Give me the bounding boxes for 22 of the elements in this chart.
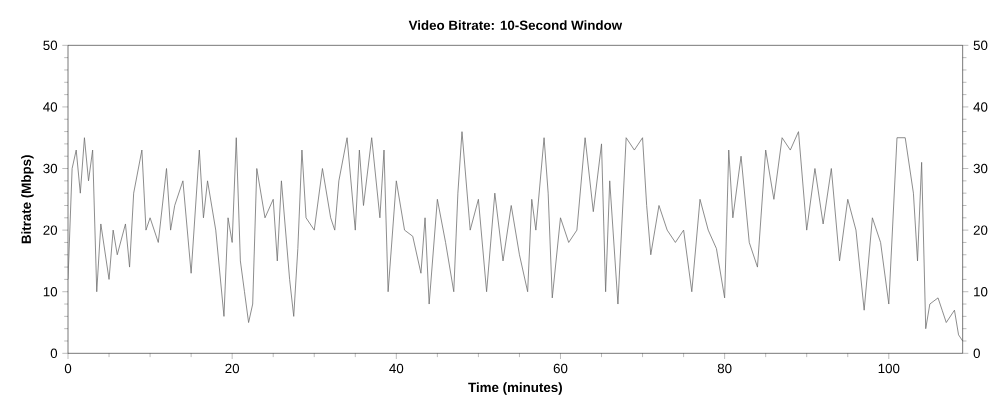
y-tick-label: 0 — [50, 348, 58, 359]
y2-tick-label: 10 — [974, 287, 988, 297]
y-tick-label: 10 — [43, 287, 58, 297]
y-tick-label: 30 — [43, 163, 58, 174]
y-tick-label: 40 — [43, 102, 58, 112]
y-tick-label: 50 — [43, 40, 58, 51]
x-tick-label: 0 — [64, 363, 72, 374]
y2-tick-label: 0 — [973, 348, 980, 359]
x-tick-label: 40 — [389, 363, 404, 374]
y2-tick-label: 30 — [973, 163, 988, 174]
x-tick-label: 80 — [717, 363, 732, 374]
y-axis-title: Bitrate (Mbps) — [21, 155, 34, 244]
y2-tick-label: 20 — [973, 225, 988, 235]
x-tick-label: 60 — [553, 363, 568, 374]
x-tick-label: 20 — [225, 363, 240, 374]
x-axis-title: Time (minutes) — [468, 382, 562, 395]
y2-tick-label: 50 — [973, 40, 988, 51]
line-series — [68, 131, 963, 342]
chart-title: Video Bitrate: 10-Second Window — [408, 20, 623, 30]
y-tick-label: 20 — [43, 225, 58, 235]
y2-tick-label: 40 — [973, 102, 988, 112]
x-tick-label: 100 — [878, 363, 900, 374]
